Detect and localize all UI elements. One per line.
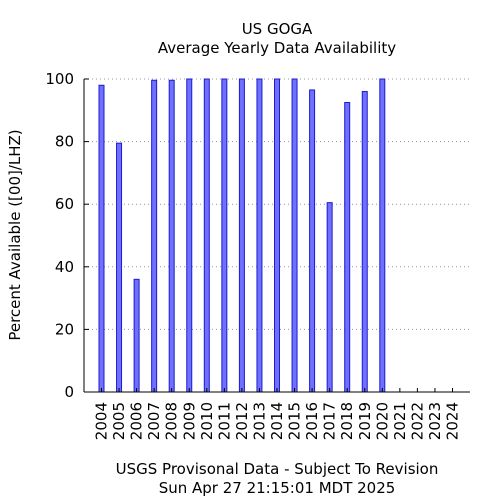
bar-2016 bbox=[309, 89, 316, 393]
bar-2009 bbox=[186, 78, 193, 393]
y-tick-labels: 0 20 40 60 80 100 bbox=[45, 70, 74, 401]
bar-2006 bbox=[133, 278, 140, 393]
bars bbox=[98, 78, 386, 393]
bar-2004 bbox=[98, 84, 105, 393]
x-tick-label-2016: 2016 bbox=[303, 402, 321, 440]
bar-2012 bbox=[238, 78, 245, 393]
x-tick-label-2022: 2022 bbox=[408, 402, 426, 440]
bar-2014 bbox=[274, 78, 280, 393]
chart-subtitle: Average Yearly Data Availability bbox=[158, 39, 396, 57]
bar-2020 bbox=[379, 78, 386, 393]
x-tick-label-2009: 2009 bbox=[180, 402, 198, 440]
x-tick-label-2015: 2015 bbox=[286, 402, 304, 440]
bar-2018 bbox=[344, 101, 351, 393]
bar-2015 bbox=[291, 78, 298, 393]
footer-timestamp: Sun Apr 27 21:15:01 MDT 2025 bbox=[159, 479, 396, 497]
x-tick-label-2021: 2021 bbox=[391, 402, 409, 440]
y-tick-label: 60 bbox=[55, 195, 74, 213]
x-tick-label-2011: 2011 bbox=[215, 402, 233, 440]
x-tick-label-2017: 2017 bbox=[321, 402, 339, 440]
footer-disclaimer: USGS Provisonal Data - Subject To Revisi… bbox=[116, 460, 439, 478]
bar-2019 bbox=[361, 91, 368, 393]
x-tick-label-2013: 2013 bbox=[250, 402, 268, 440]
bar-2013 bbox=[256, 78, 263, 393]
y-tick-label: 40 bbox=[55, 258, 74, 276]
axes bbox=[83, 78, 470, 393]
y-tick-label: 20 bbox=[55, 320, 74, 338]
x-tick-label-2024: 2024 bbox=[444, 402, 462, 440]
bar-2017 bbox=[326, 202, 333, 393]
y-tick-label: 0 bbox=[64, 383, 74, 401]
x-tick-label-2007: 2007 bbox=[145, 402, 163, 440]
bar-2007 bbox=[151, 79, 158, 393]
y-tick-label: 80 bbox=[55, 133, 74, 151]
bar-2008 bbox=[168, 79, 175, 393]
x-tick-label-2019: 2019 bbox=[356, 402, 374, 440]
x-tick-label-2010: 2010 bbox=[198, 402, 216, 440]
x-tick-label-2004: 2004 bbox=[93, 402, 111, 440]
x-tick-label-2023: 2023 bbox=[426, 402, 444, 440]
y-axis-label: Percent Available ([00]/LHZ) bbox=[6, 129, 24, 340]
bar-2005 bbox=[116, 142, 123, 393]
y-tick-label: 100 bbox=[45, 70, 74, 88]
x-tick-label-2012: 2012 bbox=[233, 402, 251, 440]
bar-2010 bbox=[203, 78, 210, 393]
x-tick-label-2014: 2014 bbox=[268, 402, 286, 440]
x-tick-label-2018: 2018 bbox=[338, 402, 356, 440]
x-tick-label-2005: 2005 bbox=[110, 402, 128, 440]
x-tick-labels: 2004 2005 2006 2007 2008 2009 2010 2011 2012 2013… bbox=[93, 402, 462, 440]
x-tick-label-2020: 2020 bbox=[373, 402, 391, 440]
x-tick-label-2006: 2006 bbox=[128, 402, 146, 440]
bar-2011 bbox=[221, 78, 228, 393]
x-tick-label-2008: 2008 bbox=[163, 402, 181, 440]
chart-title: US GOGA bbox=[242, 20, 313, 38]
